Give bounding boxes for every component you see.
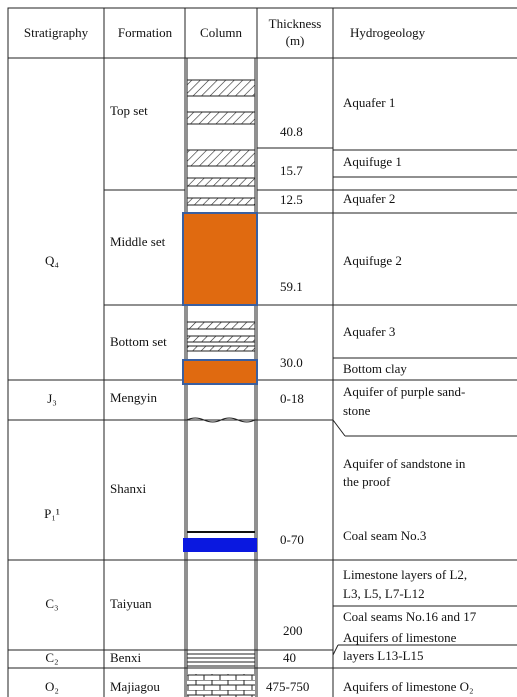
formation: Top set <box>110 103 148 118</box>
strata: Q₄ J₃ P₁¹ C₃ C₂ O₂ <box>44 253 60 694</box>
thickness: 12.5 <box>280 192 303 207</box>
hydro-text: Aquafer 1 <box>343 95 395 110</box>
hydro-text: L3, L5, L7-L12 <box>343 586 425 601</box>
thickness: 475-750 <box>266 679 309 694</box>
hydro-text: Aquifers of limestone O₂ <box>343 679 474 694</box>
hydro-text: stone <box>343 403 371 418</box>
hydrogeology: Aquafer 1 Aquifuge 1 Aquafer 2 Aquifuge … <box>343 95 477 694</box>
hydro-text: Aquifuge 2 <box>343 253 402 268</box>
formation: Taiyuan <box>110 596 152 611</box>
hydro-text: the proof <box>343 474 391 489</box>
hydro-text: Aquifers of limestone <box>343 630 457 645</box>
grid-lines <box>7 7 517 697</box>
thickness: 40 <box>283 650 296 665</box>
hydro-text: Aquifer of sandstone in <box>343 456 466 471</box>
thicknesses: 40.8 15.7 12.5 59.1 30.0 0-18 0-70 200 4… <box>266 124 309 694</box>
thickness: 59.1 <box>280 279 303 294</box>
header-cell: (m) <box>286 33 305 48</box>
hydro-text: layers L13-L15 <box>343 648 424 663</box>
thickness: 0-18 <box>280 391 304 406</box>
thickness: 15.7 <box>280 163 303 178</box>
hydro-text: Aquifuge 1 <box>343 154 402 169</box>
stratum: P₁¹ <box>44 506 60 521</box>
formation: Shanxi <box>110 481 147 496</box>
formation: Middle set <box>110 234 166 249</box>
stratum: C₂ <box>45 650 58 665</box>
hydro-text: Aquafer 3 <box>343 324 395 339</box>
formation: Mengyin <box>110 390 157 405</box>
column-graphic <box>182 79 258 697</box>
formations: Top set Middle set Bottom set Mengyin Sh… <box>110 103 167 694</box>
hydro-text: Coal seams No.16 and 17 <box>343 609 477 624</box>
header-cell: Hydrogeology <box>350 25 426 40</box>
thickness: 30.0 <box>280 355 303 370</box>
hydro-text: Aquafer 2 <box>343 191 395 206</box>
stratum: J₃ <box>47 391 57 406</box>
formation: Bottom set <box>110 334 167 349</box>
formation: Benxi <box>110 650 141 665</box>
stratum: C₃ <box>45 596 58 611</box>
hydro-text: Aquifer of purple sand- <box>343 384 465 399</box>
thickness: 40.8 <box>280 124 303 139</box>
hydro-text: Bottom clay <box>343 361 407 376</box>
thickness: 200 <box>283 623 303 638</box>
hydro-text: Coal seam No.3 <box>343 528 426 543</box>
header-cell: Thickness <box>269 16 322 31</box>
stratum: Q₄ <box>45 253 59 268</box>
header-cell: Formation <box>118 25 173 40</box>
thickness: 0-70 <box>280 532 304 547</box>
header-cell: Column <box>200 25 242 40</box>
header: Stratigraphy Formation Column Thickness … <box>24 16 426 48</box>
formation: Majiagou <box>110 679 160 694</box>
stratum: O₂ <box>45 679 59 694</box>
hydro-text: Limestone layers of L2, <box>343 567 467 582</box>
header-cell: Stratigraphy <box>24 25 89 40</box>
